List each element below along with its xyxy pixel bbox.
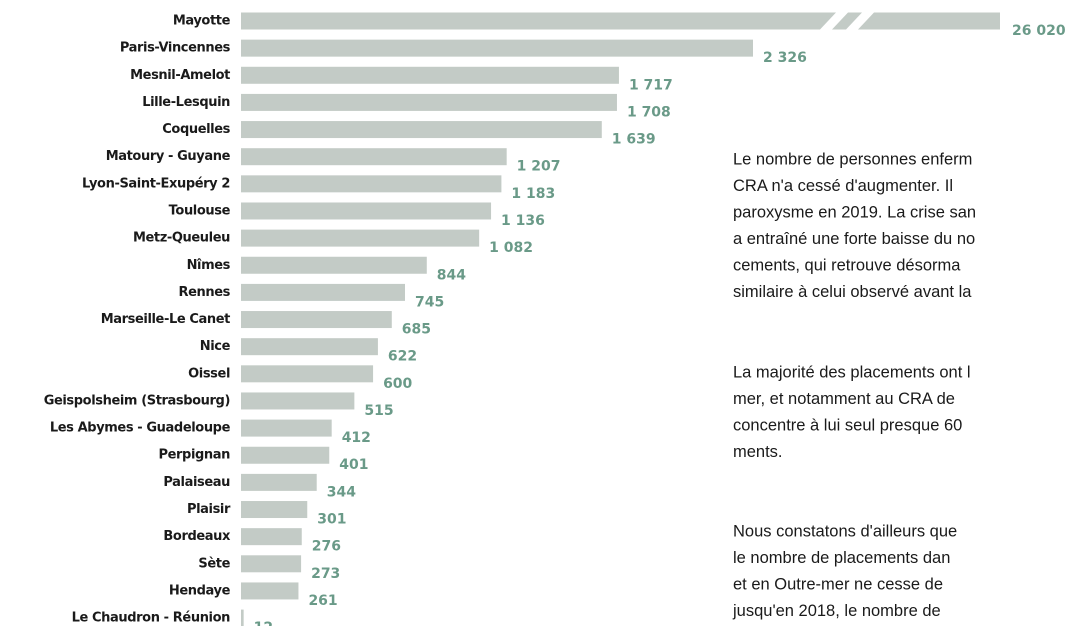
bar [241, 12, 1000, 30]
bar [241, 256, 427, 274]
category-label: Perpignan [158, 448, 230, 463]
bar [241, 121, 602, 139]
category-label: Le Chaudron - Réunion [72, 611, 231, 626]
category-label: Rennes [179, 285, 231, 300]
bar [241, 392, 355, 410]
value-label: 276 [312, 539, 341, 555]
paragraph-line: mer, et notamment au CRA de [733, 390, 955, 408]
category-label: Paris-Vincennes [120, 41, 231, 56]
category-label: Matoury - Guyane [106, 149, 231, 164]
value-label: 1 207 [517, 159, 561, 175]
bar [241, 283, 405, 301]
category-label: Marseille-Le Canet [101, 312, 230, 327]
paragraph-line: paroxysme en 2019. La crise san [733, 203, 976, 221]
category-label: Oissel [188, 366, 230, 381]
category-label: Lille-Lesquin [142, 95, 230, 110]
category-label: Bordeaux [163, 529, 231, 544]
bar [241, 148, 507, 166]
bar [241, 229, 480, 247]
bar [241, 365, 374, 383]
value-label: 344 [327, 484, 356, 500]
axis-break [846, 12, 874, 30]
axis-break [820, 12, 848, 30]
value-label: 1 183 [511, 186, 555, 202]
bar [241, 501, 308, 519]
paragraph-line: le nombre de placements dan [733, 549, 950, 567]
bar [241, 528, 302, 546]
value-label: 600 [383, 376, 412, 392]
paragraph-line: Le nombre de personnes enferm [733, 150, 972, 168]
category-label: Hendaye [169, 583, 231, 598]
paragraph-line: concentre à lui seul presque 60 [733, 416, 962, 434]
category-label: Lyon-Saint-Exupéry 2 [82, 176, 230, 191]
value-label: 1 717 [629, 77, 673, 93]
bar [241, 609, 244, 626]
category-label: Nîmes [187, 258, 231, 273]
value-label: 1 708 [627, 104, 671, 120]
category-label: Sète [198, 556, 230, 571]
value-label: 26 020 [1012, 23, 1066, 39]
bar [241, 202, 492, 220]
bar [241, 311, 392, 329]
bar [241, 93, 617, 111]
category-label: Coquelles [162, 122, 230, 137]
value-label: 2 326 [763, 50, 807, 66]
paragraph-line: CRA n'a cessé d'augmenter. Il [733, 177, 953, 195]
value-label: 301 [317, 512, 346, 528]
value-label: 401 [339, 457, 368, 473]
value-label: 1 082 [489, 240, 533, 256]
category-label: Nice [200, 339, 231, 354]
value-label: 412 [342, 430, 371, 446]
value-label: 12 [254, 620, 273, 626]
bar [241, 338, 378, 356]
paragraph-line: Nous constatons d'ailleurs que [733, 522, 957, 540]
value-label: 261 [308, 593, 337, 609]
bar [241, 473, 317, 491]
value-label: 745 [415, 294, 444, 310]
paragraph-line: ments. [733, 443, 783, 461]
paragraph-line: cements, qui retrouve désorma [733, 256, 961, 274]
paragraph-line: a entraîné une forte baisse du no [733, 230, 975, 248]
category-label: Mayotte [173, 14, 231, 29]
value-label: 1 136 [501, 213, 545, 229]
category-label: Les Abymes - Guadeloupe [50, 421, 231, 436]
bar [241, 446, 330, 464]
category-label: Mesnil-Amelot [130, 68, 230, 83]
value-label: 1 639 [612, 132, 656, 148]
category-label: Plaisir [187, 502, 231, 517]
paragraph-line: et en Outre-mer ne cesse de [733, 575, 943, 593]
value-label: 515 [364, 403, 393, 419]
bar [241, 555, 302, 573]
bar [241, 66, 619, 84]
value-label: 844 [437, 267, 466, 283]
value-label: 622 [388, 349, 417, 365]
category-label: Toulouse [169, 203, 231, 218]
paragraph-line: similaire à celui observé avant la [733, 283, 972, 301]
value-label: 273 [311, 566, 340, 582]
bar [241, 419, 332, 437]
paragraph-line: jusqu'en 2018, le nombre de [732, 602, 941, 620]
bar [241, 175, 502, 193]
bar [241, 39, 753, 57]
category-label: Palaiseau [163, 475, 230, 490]
value-label: 685 [402, 322, 431, 338]
category-label: Metz-Queuleu [133, 231, 230, 246]
category-label: Geispolsheim (Strasbourg) [44, 393, 230, 408]
paragraph-line: La majorité des placements ont l [733, 363, 971, 381]
bar [241, 582, 299, 600]
